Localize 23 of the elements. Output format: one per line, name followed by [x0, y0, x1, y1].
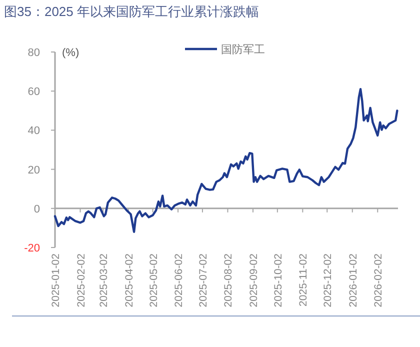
x-tick-label: 2025-08-02 — [222, 253, 235, 308]
x-tick-label: 2025-03-02 — [98, 253, 110, 308]
x-tick-label: 2025-04-02 — [123, 253, 136, 308]
x-tick-label: 2025-06-02 — [173, 253, 186, 308]
x-tick-label: 2025-05-02 — [148, 253, 160, 308]
x-tick-label: 2025-10-02 — [272, 253, 284, 308]
chart-title: 图35：2025 年以来国防军工行业累计涨跌幅 — [4, 4, 259, 19]
x-tick-label: 2025-07-02 — [197, 253, 210, 308]
y-tick-label: 0 — [34, 203, 40, 216]
legend-label: 国防军工 — [221, 43, 265, 56]
x-tick-label: 2025-02-02 — [75, 253, 88, 308]
y-tick-label: 60 — [28, 86, 40, 98]
x-tick-label: 2025-12-02 — [322, 253, 334, 308]
x-tick-label: 2025-01-02 — [50, 253, 62, 308]
x-tick-label: 2025-09-02 — [248, 253, 260, 308]
y-tick-label: 20 — [28, 164, 40, 176]
x-tick-label: 2026-01-02 — [347, 253, 360, 308]
y-tick-label: -20 — [24, 242, 40, 254]
y-axis-title: (%) — [62, 47, 80, 59]
x-tick-label: 2025-11-02 — [298, 253, 310, 306]
y-tick-label: 80 — [28, 47, 40, 59]
y-tick-label: 40 — [28, 125, 40, 138]
x-tick-label: 2026-02-02 — [372, 253, 385, 308]
